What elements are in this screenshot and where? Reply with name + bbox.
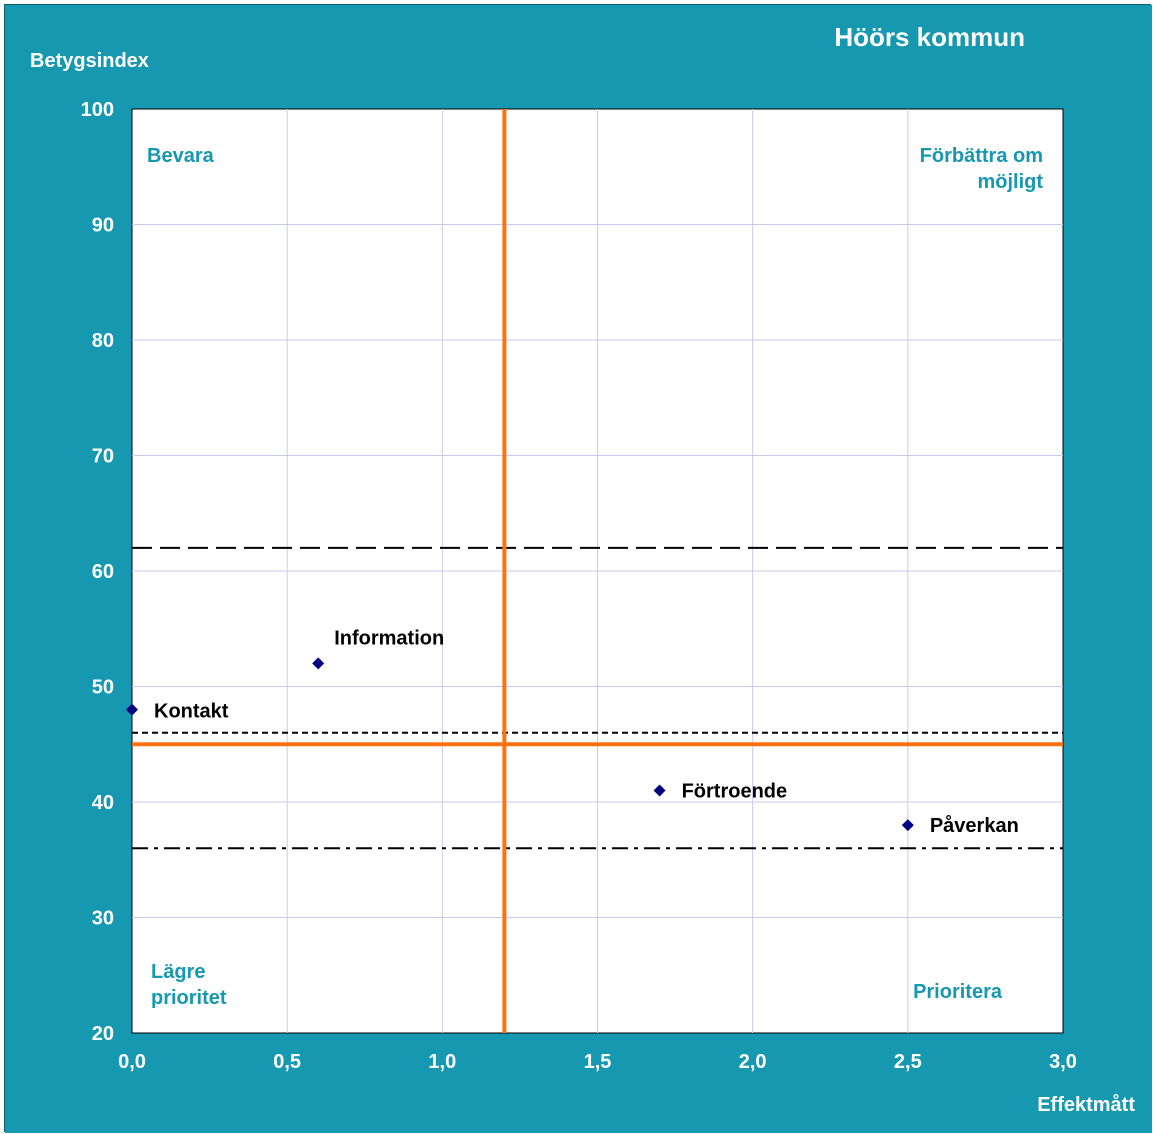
- x-tick-label: 1,5: [584, 1051, 612, 1073]
- y-tick-label: 90: [92, 215, 114, 237]
- quadrant-label-bottom-left: Lägre: [151, 961, 205, 983]
- x-axis-label: Effektmått: [1037, 1093, 1135, 1116]
- data-point-label: Förtroende: [682, 780, 788, 802]
- scatter-chart: 0,0 0,5 1,0 1,5 2,0 2,5 3,0 20 30 40 50 60 70 80 90 100…: [5, 5, 1152, 1133]
- x-tick-label: 0,0: [118, 1051, 146, 1073]
- x-tick-label: 2,0: [739, 1051, 767, 1073]
- y-tick-label: 80: [92, 330, 114, 352]
- x-tick-label: 3,0: [1049, 1051, 1077, 1073]
- data-point-marker: [653, 784, 666, 797]
- data-point-marker: [312, 657, 325, 670]
- y-tick-label: 60: [92, 561, 114, 583]
- y-tick-label: 50: [92, 677, 114, 699]
- data-point-label: Kontakt: [154, 701, 229, 723]
- y-tick-label: 70: [92, 446, 114, 468]
- data-point-label: Information: [334, 627, 444, 649]
- y-tick-label: 40: [92, 792, 114, 814]
- y-tick-label: 30: [92, 908, 114, 930]
- quadrant-label-top-right: möjligt: [977, 171, 1043, 193]
- quadrant-label-bottom-right: Prioritera: [913, 981, 1003, 1003]
- quadrant-label-bottom-left: prioritet: [151, 987, 227, 1009]
- chart-frame: 0,0 0,5 1,0 1,5 2,0 2,5 3,0 20 30 40 50 60 70 80 90 100…: [4, 4, 1152, 1133]
- x-tick-label: 1,0: [428, 1051, 456, 1073]
- x-tick-label: 0,5: [273, 1051, 301, 1073]
- x-tick-label: 2,5: [894, 1051, 922, 1073]
- y-axis-label: Betygsindex: [30, 50, 149, 72]
- y-tick-label: 20: [92, 1023, 114, 1045]
- y-tick-label: 100: [81, 99, 114, 121]
- quadrant-label-top-left: Bevara: [147, 145, 215, 167]
- quadrant-label-top-right: Förbättra om: [920, 145, 1043, 167]
- data-point-marker: [126, 703, 138, 716]
- data-point-marker: [901, 819, 914, 832]
- data-point-label: Påverkan: [930, 814, 1019, 837]
- chart-title: Höörs kommun: [834, 22, 1025, 52]
